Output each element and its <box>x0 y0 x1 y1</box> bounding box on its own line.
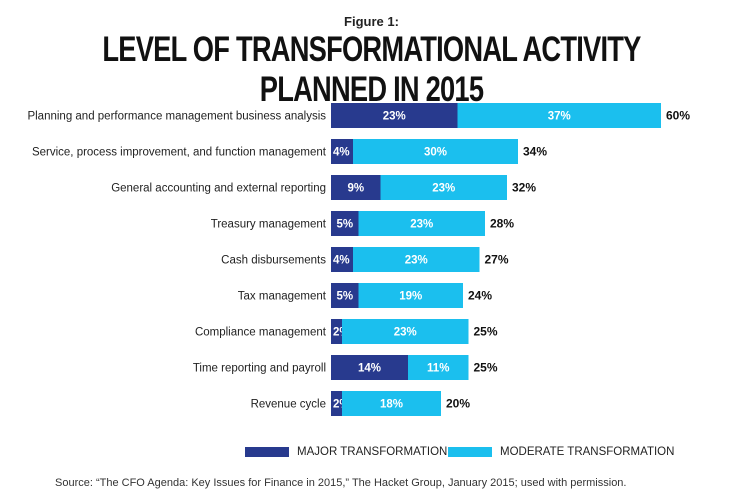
legend-moderate-label: MODERATE TRANSFORMATION <box>500 446 675 458</box>
category-label: Compliance management <box>195 327 327 339</box>
legend-major-label: MAJOR TRANSFORMATION <box>297 446 448 458</box>
data-label-moderate: 11% <box>427 363 449 375</box>
category-label: Tax management <box>238 291 327 303</box>
source-note: Source: “The CFO Agenda: Key Issues for … <box>55 477 627 489</box>
bar-major <box>331 211 359 236</box>
data-label-major: 23% <box>383 111 406 123</box>
bar-major <box>331 247 353 272</box>
total-label: 24% <box>468 289 492 303</box>
bar-moderate <box>457 103 661 128</box>
bar-moderate <box>342 319 469 344</box>
bar-moderate <box>408 355 469 380</box>
data-label-major: 5% <box>336 219 353 231</box>
bar-major <box>331 175 381 200</box>
total-label: 25% <box>474 361 498 375</box>
data-label-moderate: 23% <box>394 327 417 339</box>
bar-moderate <box>353 139 518 164</box>
figure-label: Figure 1: <box>344 14 399 29</box>
category-label: General accounting and external reportin… <box>111 183 326 195</box>
total-label: 32% <box>512 181 536 195</box>
bar-major <box>331 283 359 308</box>
data-label-moderate: 23% <box>432 183 455 195</box>
bar-moderate <box>353 247 480 272</box>
total-label: 25% <box>474 325 498 339</box>
total-label: 20% <box>446 397 470 411</box>
bar-major <box>331 103 458 128</box>
category-label: Treasury management <box>211 219 327 231</box>
data-label-major: 4% <box>333 255 350 267</box>
total-label: 60% <box>666 109 690 123</box>
bar-major <box>331 319 342 344</box>
data-label-moderate: 23% <box>405 255 428 267</box>
data-label-moderate: 18% <box>380 399 403 411</box>
data-label-major: 4% <box>333 147 350 159</box>
bar-chart: Planning and performance management busi… <box>27 103 690 416</box>
data-label-major: 5% <box>336 291 353 303</box>
data-label-moderate: 23% <box>410 219 433 231</box>
total-label: 34% <box>523 145 547 159</box>
bar-major <box>331 139 353 164</box>
legend-moderate-swatch <box>448 447 492 457</box>
chart-title: LEVEL OF TRANSFORMATIONAL ACTIVITY PLANN… <box>102 30 641 109</box>
data-label-moderate: 19% <box>399 291 422 303</box>
category-label: Revenue cycle <box>251 399 326 411</box>
total-label: 28% <box>490 217 514 231</box>
bar-moderate <box>380 175 507 200</box>
bar-moderate <box>358 283 463 308</box>
bar-major <box>331 391 342 416</box>
legend-major-swatch <box>245 447 289 457</box>
data-label-moderate: 37% <box>548 111 571 123</box>
legend-moderate: MODERATE TRANSFORMATION <box>448 446 674 458</box>
bar-moderate <box>358 211 485 236</box>
bar-major <box>331 355 408 380</box>
category-label: Time reporting and payroll <box>193 363 326 375</box>
data-label-moderate: 30% <box>424 147 447 159</box>
bar-moderate <box>342 391 441 416</box>
data-label-major: 14% <box>358 363 381 375</box>
category-label: Planning and performance management busi… <box>27 111 326 123</box>
data-label-major: 9% <box>347 183 364 195</box>
total-label: 27% <box>485 253 509 267</box>
category-label: Cash disbursements <box>221 255 326 267</box>
legend-major: MAJOR TRANSFORMATION <box>245 446 447 458</box>
category-label: Service, process improvement, and functi… <box>32 147 327 159</box>
